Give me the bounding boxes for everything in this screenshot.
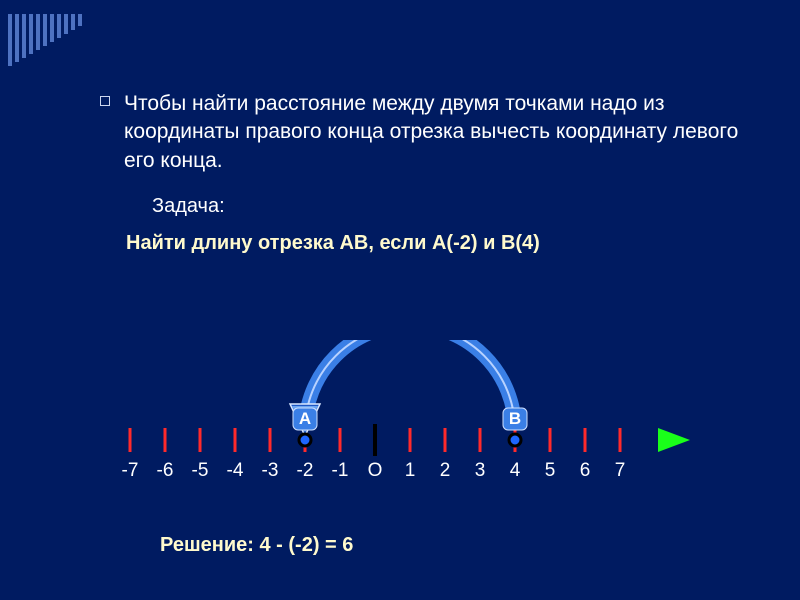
svg-text:-5: -5	[192, 460, 209, 481]
svg-text:7: 7	[615, 460, 626, 481]
svg-text:А: А	[299, 409, 311, 428]
svg-text:-3: -3	[262, 460, 279, 481]
bullet-text: Чтобы найти расстояние между двумя точка…	[124, 90, 740, 175]
bullet-marker	[100, 96, 110, 106]
svg-text:-7: -7	[122, 460, 139, 481]
bullet-item: Чтобы найти расстояние между двумя точка…	[100, 90, 740, 175]
solution-text: Решение: 4 - (-2) = 6	[160, 534, 353, 557]
decorative-bars	[8, 14, 82, 66]
svg-text:3: 3	[475, 460, 486, 481]
svg-text:2: 2	[440, 460, 451, 481]
svg-text:1: 1	[405, 460, 416, 481]
svg-text:-2: -2	[297, 460, 314, 481]
svg-text:6: 6	[580, 460, 591, 481]
svg-text:-1: -1	[332, 460, 349, 481]
slide-body: Чтобы найти расстояние между двумя точка…	[100, 90, 740, 255]
task-text: Найти длину отрезка АВ, если А(-2) и В(4…	[126, 232, 740, 255]
svg-text:5: 5	[545, 460, 556, 481]
svg-text:В: В	[509, 409, 521, 428]
svg-text:О: О	[368, 460, 383, 481]
svg-text:-4: -4	[227, 460, 244, 481]
number-line-chart: О -7 -6 -5 -4 -3 -2 -1 1 2 3 4 5 6 7 А В	[80, 340, 720, 550]
svg-text:-6: -6	[157, 460, 174, 481]
svg-text:4: 4	[510, 460, 521, 481]
zadacha-label: Задача:	[152, 195, 740, 218]
